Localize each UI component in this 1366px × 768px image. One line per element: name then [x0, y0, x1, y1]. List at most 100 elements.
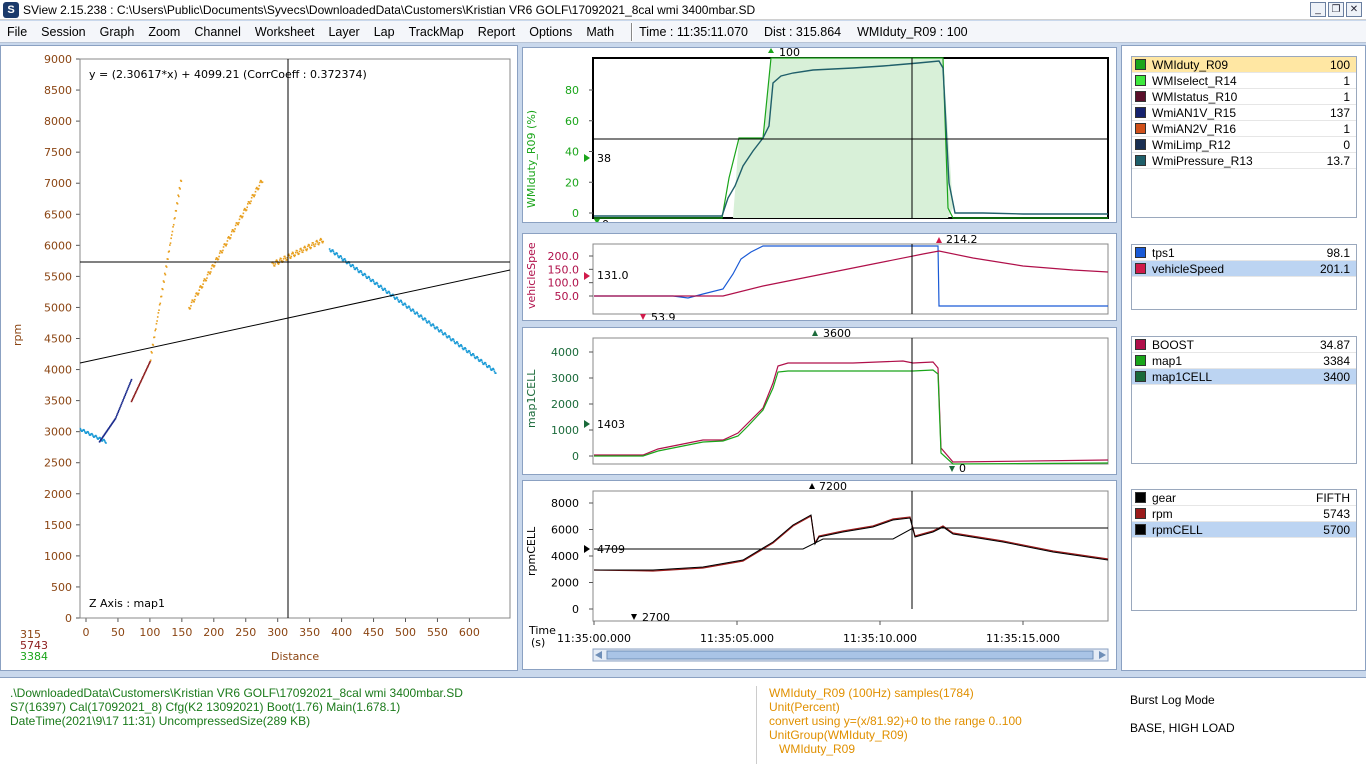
info-bar: .\DownloadedData\Customers\Kristian VR6 … — [0, 677, 1366, 768]
scatter-point — [163, 272, 166, 275]
menu-channel[interactable]: Channel — [194, 24, 241, 39]
legend-row[interactable]: BOOST 34.87 — [1132, 337, 1356, 353]
scatter-point — [142, 376, 144, 378]
scatter-point — [115, 416, 117, 418]
graph-map1cell[interactable]: 0 1000 2000 3000 4000 3600 1403 0 map1CELL — [522, 327, 1117, 475]
legend-row[interactable]: WmiPressure_R13 13.7 — [1132, 153, 1356, 169]
scatter-point — [258, 184, 261, 187]
scatter-point — [296, 251, 299, 254]
scatter-plot-panel[interactable]: 0 500 1000 1500 2000 2500 3000 3500 4000 4500 5000… — [0, 45, 518, 671]
menu-zoom[interactable]: Zoom — [148, 24, 181, 39]
scatter-point — [412, 308, 415, 311]
scatter-y-tick-label: 5500 — [44, 270, 72, 283]
scatter-point — [154, 329, 156, 332]
legend-row[interactable]: vehicleSpeed 201.1 — [1132, 261, 1356, 277]
legend-row[interactable]: WmiAN1V_R15 137 — [1132, 105, 1356, 121]
legend-row[interactable]: rpm 5743 — [1132, 506, 1356, 522]
menu-session[interactable]: Session — [41, 24, 86, 39]
restore-button[interactable]: ❐ — [1328, 2, 1344, 17]
graph-rpmcell-plot[interactable]: 0 2000 4000 6000 8000 7200 4709 2700 rpmCELL… — [523, 480, 1116, 669]
y-tick-label: 0 — [572, 603, 579, 616]
legend-row[interactable]: map1 3384 — [1132, 353, 1356, 369]
scatter-point — [294, 254, 296, 257]
graph-wmiduty-plot[interactable]: 0 20 40 60 80 100 38 0 WMIduty_R09 (%) — [523, 46, 1116, 231]
scatter-point — [469, 352, 471, 354]
scatter-point — [334, 253, 337, 256]
legend-row[interactable]: rpmCELL 5700 — [1132, 522, 1356, 538]
legend-row[interactable]: WMIduty_R09 100 — [1132, 57, 1356, 73]
menu-graph[interactable]: Graph — [99, 24, 135, 39]
scatter-point — [483, 362, 486, 365]
scatter-point — [369, 278, 371, 280]
menu-trackmap[interactable]: TrackMap — [408, 24, 464, 39]
graph-wmiduty[interactable]: 0 20 40 60 80 100 38 0 WMIduty_R09 (%) — [522, 46, 1117, 231]
menu-lap[interactable]: Lap — [373, 24, 395, 39]
close-button[interactable]: ✕ — [1346, 2, 1362, 17]
scatter-point — [351, 263, 354, 266]
scatter-point — [477, 359, 480, 361]
scroll-left-icon[interactable] — [595, 651, 602, 659]
scatter-point — [316, 239, 318, 242]
g2-top-marker-icon — [936, 237, 942, 243]
scroll-right-icon[interactable] — [1099, 651, 1106, 659]
scatter-point — [384, 288, 387, 290]
scatter-point — [282, 260, 284, 263]
legend-row[interactable]: WMIstatus_R10 1 — [1132, 89, 1356, 105]
scatter-point — [358, 271, 361, 273]
scatter-point — [448, 335, 450, 337]
scatter-point — [355, 267, 357, 270]
scatter-point — [380, 285, 383, 288]
menu-math[interactable]: Math — [586, 24, 615, 39]
legend-group-speed: tps1 98.1 vehicleSpeed 201.1 — [1131, 244, 1357, 310]
minimize-button[interactable]: _ — [1310, 2, 1326, 17]
menu-worksheet[interactable]: Worksheet — [254, 24, 315, 39]
menu-report[interactable]: Report — [477, 24, 516, 39]
legend-row[interactable]: gear FIFTH — [1132, 490, 1356, 506]
time-tick-label: 11:35:00.000 — [557, 632, 631, 645]
scatter-point — [114, 418, 116, 421]
scatter-point — [239, 214, 242, 217]
graph-map1cell-plot[interactable]: 0 1000 2000 3000 4000 3600 1403 0 map1CELL — [523, 327, 1116, 475]
scatter-point — [147, 363, 150, 366]
menu-file[interactable]: File — [7, 24, 28, 39]
wmiselect-line — [594, 57, 1108, 219]
scatter-x-tick-label: 250 — [235, 626, 256, 639]
scatter-point — [233, 230, 236, 233]
time-scrollbar-thumb[interactable] — [606, 650, 1094, 660]
scatter-point — [159, 302, 162, 305]
g1-bottom-marker: 0 — [602, 218, 609, 222]
legend-row[interactable]: map1CELL 3400 — [1132, 369, 1356, 385]
g3-bottom-marker: 0 — [959, 462, 966, 474]
scatter-point — [124, 394, 126, 396]
scatter-point — [286, 256, 289, 259]
scatter-point — [226, 240, 229, 242]
scatter-point — [463, 348, 465, 351]
scatter-point — [108, 427, 110, 429]
legend-row[interactable]: WMIselect_R14 1 — [1132, 73, 1356, 89]
graph-vehicle-speed[interactable]: 50.0 100.0 150.0 200.0 214.2 131.0 53.9 veh… — [522, 233, 1117, 324]
scatter-point — [117, 411, 119, 414]
scatter-plot[interactable]: 0500100015002000250030003500400045005000… — [1, 46, 517, 670]
scatter-point — [228, 236, 231, 239]
scatter-point — [97, 438, 100, 440]
scatter-point — [128, 383, 131, 386]
legend-row[interactable]: WmiAN2V_R16 1 — [1132, 121, 1356, 137]
menu-options[interactable]: Options — [529, 24, 573, 39]
file-path: .\DownloadedData\Customers\Kristian VR6 … — [10, 686, 463, 700]
menu-layer[interactable]: Layer — [328, 24, 360, 39]
scatter-point — [306, 248, 309, 250]
scatter-x-tick-label: 0 — [83, 626, 90, 639]
legend-row[interactable]: WmiLimp_R12 0 — [1132, 137, 1356, 153]
scatter-y-tick-label: 9000 — [44, 53, 72, 66]
legend-channel-name: gear — [1152, 490, 1177, 505]
graph-rpmcell[interactable]: 0 2000 4000 6000 8000 7200 4709 2700 rpmCELL… — [522, 480, 1117, 670]
scatter-point — [197, 294, 199, 296]
scatter-point — [300, 247, 302, 250]
tps1-line — [594, 245, 1108, 307]
legend-row[interactable]: tps1 98.1 — [1132, 245, 1356, 261]
color-swatch — [1135, 355, 1146, 366]
scatter-point — [132, 397, 134, 400]
scatter-point — [212, 265, 215, 267]
